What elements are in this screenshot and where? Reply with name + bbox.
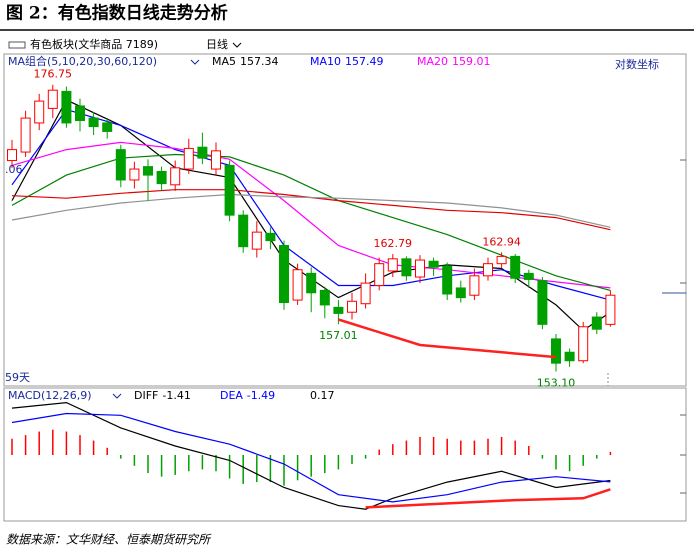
period[interactable]: 日线	[206, 37, 228, 51]
source-note: 数据来源：文华财经、恒泰期货研究所	[6, 533, 212, 547]
candle-body	[483, 263, 493, 277]
period-chevron[interactable]	[232, 42, 242, 48]
price-label: 157.01	[319, 329, 358, 342]
moving-average	[11, 193, 611, 228]
ma-value: 157.34	[240, 55, 279, 68]
ma-legend: MA5 157.34	[212, 55, 279, 68]
candle-body	[129, 168, 140, 181]
candle-body	[156, 170, 167, 185]
candle-body	[47, 89, 58, 109]
macd-hist-value: 0.17	[310, 389, 335, 402]
macd-legend-name: DIFF	[134, 389, 158, 402]
macd-legend: DEA -1.49	[220, 389, 275, 402]
ma-name: MA20	[417, 55, 448, 68]
candle-body	[442, 265, 453, 295]
indicator-chevron[interactable]	[190, 59, 200, 65]
trend-line	[338, 318, 557, 359]
symbol-icon	[8, 41, 26, 49]
ma-value: 157.49	[345, 55, 384, 68]
candle-body	[143, 166, 153, 176]
candle-body	[537, 280, 548, 325]
candle-body	[34, 100, 45, 124]
indicator[interactable]: MA组合(5,10,20,30,60,120)	[8, 54, 157, 68]
candle-body	[306, 272, 317, 294]
candle-body	[88, 117, 99, 128]
macd-line	[11, 401, 611, 510]
ma-legend: MA20 159.01	[417, 55, 491, 68]
side-text: .06	[5, 163, 23, 176]
candle-body	[523, 272, 534, 280]
macd-name[interactable]: MACD(12,26,9)	[8, 389, 92, 402]
candle-body	[251, 231, 262, 250]
price-label: 176.75	[34, 68, 73, 81]
candle-body	[510, 255, 521, 279]
candle-body	[333, 306, 344, 314]
candle-body	[401, 258, 412, 277]
candle-body	[197, 146, 208, 159]
candle-body	[374, 263, 385, 287]
candle-body	[496, 255, 507, 265]
candle-body	[211, 150, 221, 170]
candle-body	[20, 117, 31, 153]
price-label: 162.79	[374, 237, 413, 250]
macd-legend-value: -1.49	[247, 389, 275, 402]
candle-body	[75, 105, 85, 122]
candle-body	[591, 316, 602, 330]
candle-body	[415, 259, 425, 278]
candle-body	[61, 90, 72, 124]
macd-chevron[interactable]	[112, 393, 122, 399]
candle-body	[183, 147, 194, 170]
candle-body	[115, 149, 126, 181]
side-text: 59天	[5, 371, 30, 384]
ma-name: MA5	[212, 55, 236, 68]
candle-body	[605, 294, 616, 325]
figure-title: 图 2：有色指数日线走势分析	[6, 3, 228, 24]
axis-ticks	[680, 159, 686, 494]
candle-body	[265, 232, 276, 242]
ma-legend: MA10 157.49	[310, 55, 384, 68]
candle-body	[564, 351, 575, 362]
symbol[interactable]: 有色板块(文华商品 7189)	[30, 37, 158, 51]
candle-body	[279, 244, 289, 303]
price-label: 153.10	[537, 377, 576, 390]
candle-body	[578, 326, 589, 362]
candle-body	[387, 258, 398, 272]
candle-body	[7, 149, 17, 162]
macd-line	[11, 412, 611, 503]
candle-body	[551, 338, 561, 364]
macd-legend: DIFF -1.41	[134, 389, 191, 402]
price-label: 162.94	[482, 235, 521, 248]
candle-body	[170, 167, 181, 186]
candle-body	[292, 269, 303, 301]
candle-body	[360, 282, 371, 305]
ma-name: MA10	[310, 55, 341, 68]
scale-toggle[interactable]: 对数坐标	[615, 57, 659, 71]
ma-value: 159.01	[452, 55, 491, 68]
macd-legend-value: -1.41	[162, 389, 190, 402]
candle-body	[455, 287, 466, 299]
candle-body	[469, 275, 480, 296]
macd-trend-line	[365, 488, 611, 509]
candle-body	[347, 300, 357, 313]
price-panel	[3, 53, 687, 387]
candle-body	[428, 260, 439, 268]
candle-body	[224, 164, 235, 216]
macd-legend-name: DEA	[220, 389, 243, 402]
candle-body	[319, 289, 330, 306]
candle-body	[238, 214, 249, 248]
candle-body	[102, 122, 113, 132]
